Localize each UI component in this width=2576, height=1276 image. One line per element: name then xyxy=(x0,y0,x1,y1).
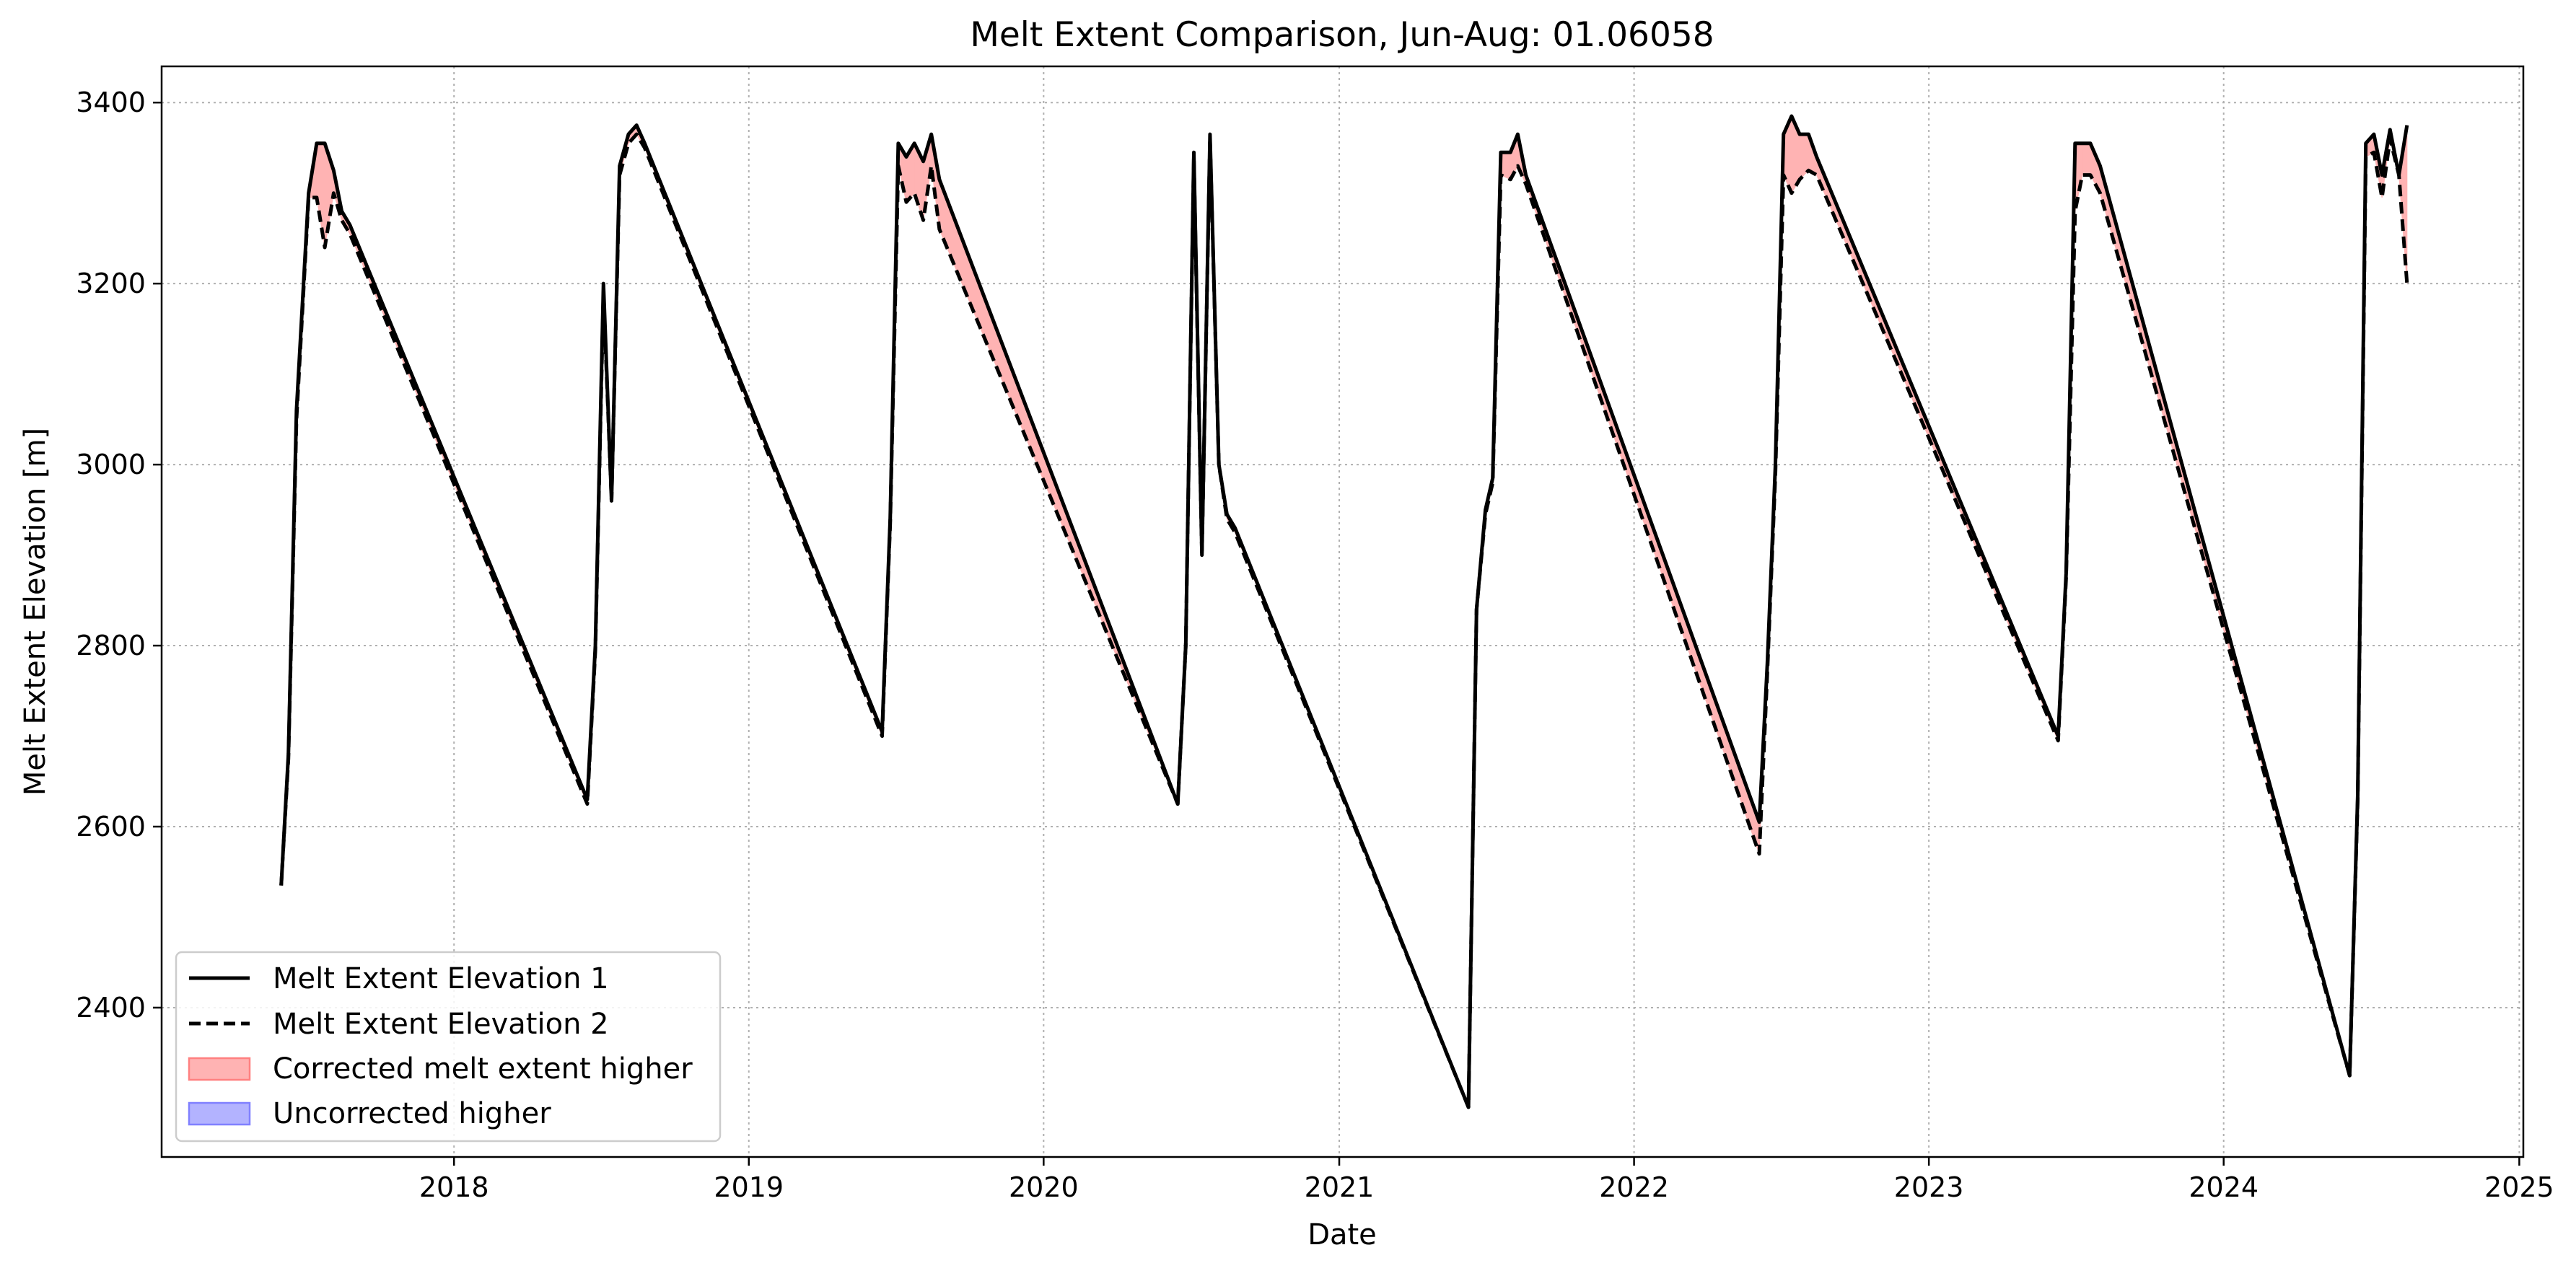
x-tick-label: 2020 xyxy=(1009,1171,1079,1203)
x-tick-label: 2021 xyxy=(1305,1171,1375,1203)
x-tick-label: 2018 xyxy=(419,1171,489,1203)
y-tick-label: 2600 xyxy=(76,811,146,842)
legend-label-elevation-2: Melt Extent Elevation 2 xyxy=(273,1008,609,1041)
x-axis-label: Date xyxy=(1307,1218,1377,1251)
legend-label-corrected-higher: Corrected melt extent higher xyxy=(273,1052,693,1086)
legend-label-uncorrected-higher: Uncorrected higher xyxy=(273,1097,551,1130)
x-tick-label: 2024 xyxy=(2189,1171,2259,1203)
corrected-higher-fill xyxy=(2082,143,2091,176)
y-tick-label: 2400 xyxy=(76,992,146,1024)
plot-frame xyxy=(160,65,2525,1158)
y-tick-label: 2800 xyxy=(76,630,146,661)
y-tick-label: 3000 xyxy=(76,449,146,480)
x-tick-label: 2023 xyxy=(1894,1171,1964,1203)
series-line-elevation-1 xyxy=(279,114,2409,1109)
x-tick-label: 2025 xyxy=(2484,1171,2554,1203)
legend-swatch-corrected-higher xyxy=(188,1057,251,1081)
chart-title: Melt Extent Comparison, Jun-Aug: 01.0605… xyxy=(970,15,1714,55)
y-axis-label: Melt Extent Elevation [m] xyxy=(19,428,52,796)
series-line-layer xyxy=(279,114,2409,1109)
legend-label-elevation-1: Melt Extent Elevation 1 xyxy=(273,962,609,995)
legend: Melt Extent Elevation 1 Melt Extent Elev… xyxy=(175,951,722,1143)
legend-swatch-uncorrected-higher xyxy=(188,1101,251,1126)
legend-box xyxy=(175,951,722,1143)
y-tick-label: 3200 xyxy=(76,268,146,299)
x-tick-label: 2019 xyxy=(714,1171,784,1203)
x-tick-label: 2022 xyxy=(1599,1171,1669,1203)
y-tick-label: 3400 xyxy=(76,87,146,118)
tick-layer: 2018 2019 2020 2021 2022 2023 2024 2025 2400 2600… xyxy=(76,87,2554,1203)
